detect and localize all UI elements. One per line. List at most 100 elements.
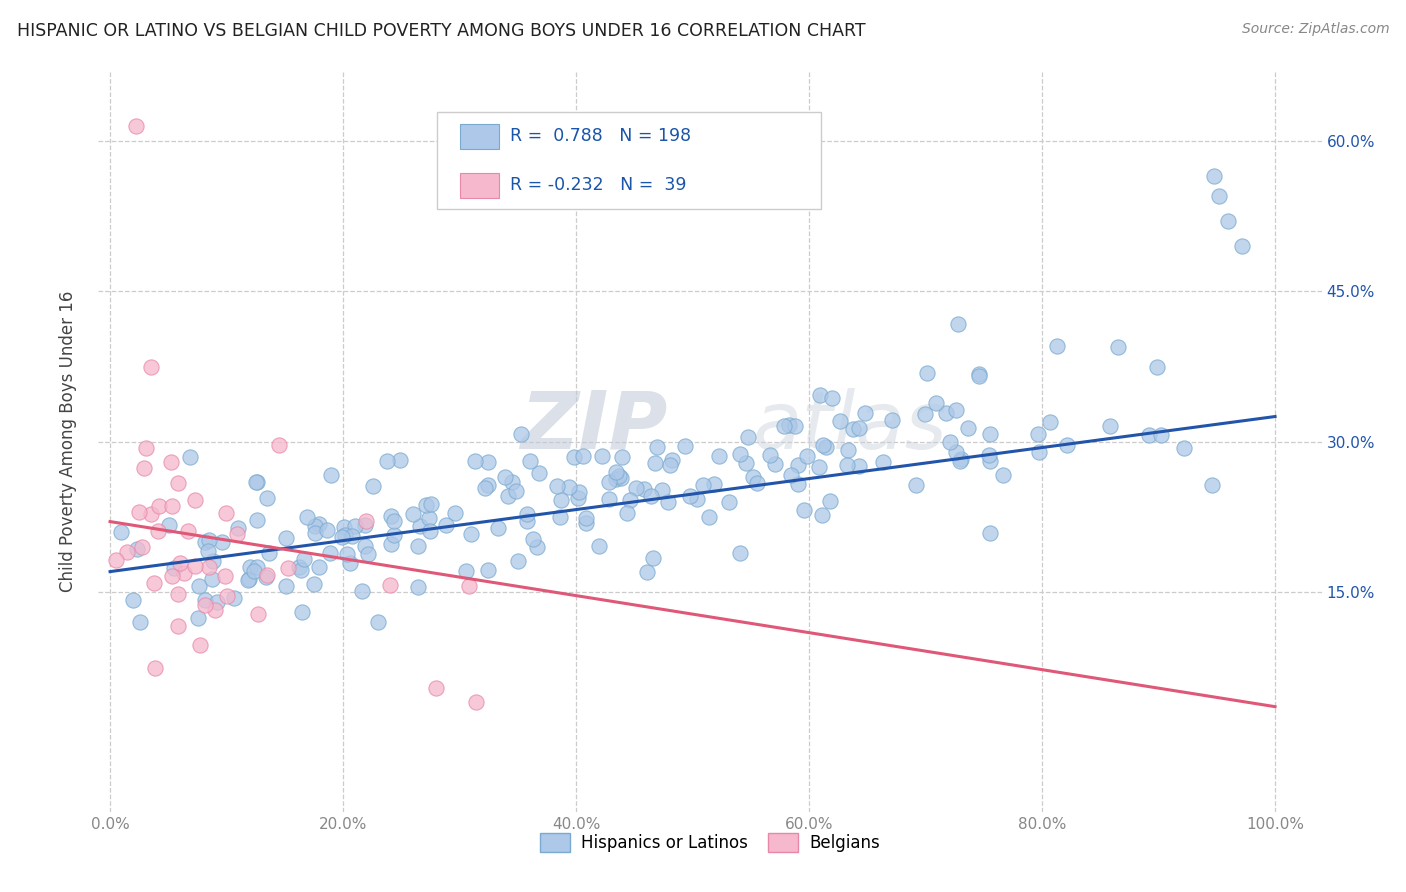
Point: [778, 417, 800, 432]
Point: [486, 521, 509, 535]
Point: [321, 468, 343, 483]
Point: [636, 565, 658, 579]
Point: [143, 661, 166, 675]
Point: [163, 561, 186, 575]
Point: [494, 470, 516, 484]
Point: [304, 519, 326, 533]
Point: [316, 523, 339, 537]
Point: [1146, 359, 1168, 374]
Text: atlas: atlas: [752, 388, 948, 466]
Point: [575, 511, 598, 525]
Point: [967, 367, 990, 381]
Point: [194, 535, 217, 549]
Text: R = -0.232   N =  39: R = -0.232 N = 39: [510, 176, 688, 194]
Point: [187, 611, 209, 625]
Point: [291, 605, 314, 619]
Point: [357, 547, 380, 561]
Point: [522, 532, 544, 546]
Point: [640, 489, 662, 503]
Point: [318, 546, 340, 560]
Point: [160, 454, 183, 468]
Point: [808, 388, 831, 402]
Point: [214, 569, 236, 583]
Point: [945, 403, 967, 417]
Point: [571, 449, 593, 463]
Point: [659, 458, 682, 472]
Point: [1028, 427, 1050, 442]
Point: [197, 544, 219, 558]
Point: [121, 593, 143, 607]
Point: [759, 449, 782, 463]
Point: [415, 498, 437, 512]
Point: [1137, 427, 1160, 442]
Point: [224, 591, 246, 605]
Point: [624, 481, 647, 495]
Point: [979, 525, 1001, 540]
Point: [557, 481, 579, 495]
Point: [645, 440, 668, 454]
Point: [915, 366, 938, 380]
Point: [198, 560, 221, 574]
Point: [977, 448, 1000, 462]
Point: [550, 492, 572, 507]
Point: [967, 369, 990, 384]
Point: [269, 438, 291, 452]
Point: [239, 559, 262, 574]
Point: [811, 508, 834, 523]
Point: [697, 509, 720, 524]
Point: [957, 421, 980, 435]
Point: [796, 449, 818, 463]
Point: [143, 576, 166, 591]
Text: R =  0.788   N = 198: R = 0.788 N = 198: [510, 127, 692, 145]
Point: [434, 518, 457, 533]
Point: [217, 590, 239, 604]
Point: [616, 506, 638, 520]
Point: [575, 516, 598, 530]
Point: [115, 545, 138, 559]
Point: [1201, 478, 1223, 492]
Point: [728, 447, 751, 461]
Point: [904, 478, 927, 492]
Point: [692, 478, 714, 492]
Point: [786, 476, 808, 491]
Point: [211, 534, 233, 549]
Point: [880, 412, 903, 426]
Point: [460, 526, 482, 541]
Point: [765, 457, 787, 471]
Point: [780, 468, 803, 483]
Point: [1056, 438, 1078, 452]
Point: [728, 546, 751, 560]
Point: [477, 563, 499, 577]
Point: [661, 452, 683, 467]
Point: [246, 513, 269, 527]
Point: [277, 560, 299, 574]
Point: [464, 454, 486, 468]
Point: [945, 445, 967, 459]
Point: [1232, 239, 1254, 253]
Point: [501, 475, 523, 489]
Point: [128, 615, 150, 629]
Point: [139, 359, 162, 374]
Point: [454, 564, 477, 578]
Point: [588, 539, 610, 553]
Text: Source: ZipAtlas.com: Source: ZipAtlas.com: [1241, 22, 1389, 37]
Point: [458, 579, 481, 593]
Point: [187, 579, 209, 593]
Point: [516, 507, 538, 521]
Point: [835, 458, 858, 473]
Point: [125, 541, 148, 556]
Point: [194, 592, 217, 607]
Point: [979, 426, 1001, 441]
Point: [815, 440, 838, 454]
Point: [1218, 214, 1240, 228]
Point: [598, 475, 620, 490]
Point: [605, 465, 627, 479]
Point: [1046, 339, 1069, 353]
Point: [204, 603, 226, 617]
Point: [148, 499, 170, 513]
Point: [1098, 419, 1121, 434]
Point: [104, 552, 127, 566]
Point: [110, 525, 132, 540]
Point: [643, 551, 665, 566]
Point: [644, 456, 666, 470]
